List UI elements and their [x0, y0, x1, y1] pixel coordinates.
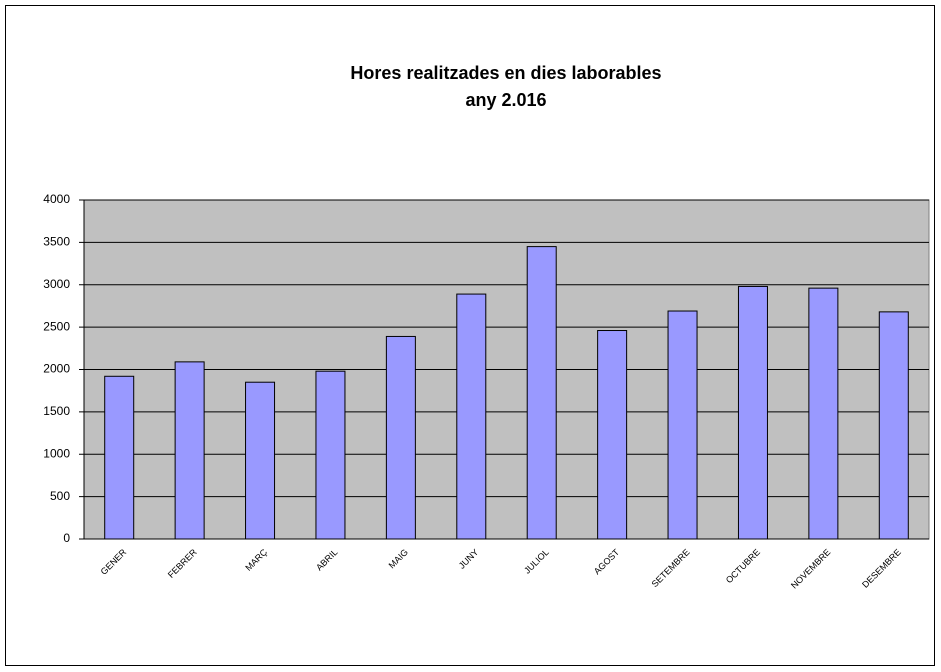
- bar: [456, 293, 487, 540]
- y-tick-label: 4000: [43, 192, 70, 206]
- chart-subtitle: any 2.016: [465, 90, 546, 110]
- y-tick-label: 0: [63, 531, 70, 545]
- bar: [315, 370, 346, 540]
- y-tick-label: 2500: [43, 319, 70, 333]
- y-tick-label: 1000: [43, 446, 70, 460]
- bar: [104, 375, 135, 540]
- bar: [597, 330, 628, 540]
- y-tick-label: 2000: [43, 362, 70, 376]
- bar: [808, 287, 839, 540]
- bar: [174, 361, 205, 540]
- chart-title: Hores realitzades en dies laborables: [350, 63, 661, 83]
- bar: [526, 246, 557, 540]
- y-tick-label: 3000: [43, 277, 70, 291]
- bar: [878, 311, 909, 540]
- bar: [667, 310, 698, 540]
- bar: [385, 335, 416, 540]
- y-tick-label: 3500: [43, 235, 70, 249]
- bar: [737, 285, 768, 540]
- y-tick-label: 500: [50, 489, 70, 503]
- bar: [245, 381, 276, 540]
- y-tick-label: 1500: [43, 404, 70, 418]
